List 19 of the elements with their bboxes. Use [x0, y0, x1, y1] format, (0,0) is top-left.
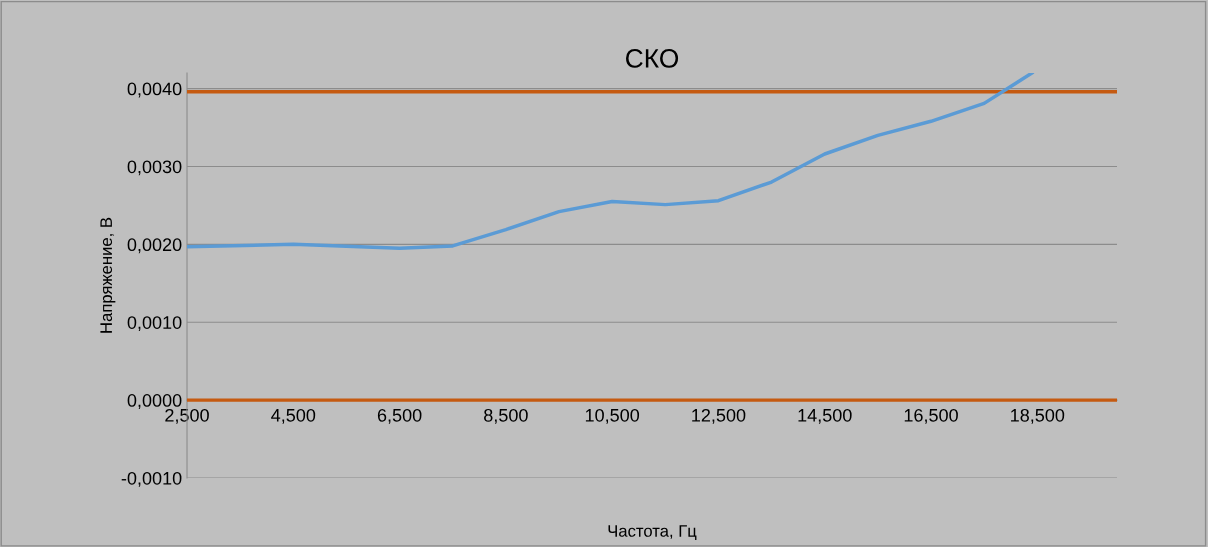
y-tick-label: 0,0010	[127, 316, 182, 332]
x-tick-label: 4,500	[271, 408, 316, 424]
y-tick-label: 0,0020	[127, 238, 182, 254]
y-axis-title: Напряжение, В	[100, 217, 116, 333]
chart-title: СКО	[626, 49, 679, 68]
x-tick-label: 18,500	[1011, 408, 1065, 424]
x-tick-label: 12,500	[692, 408, 746, 424]
y-tick-label: 0,0000	[127, 394, 182, 409]
x-tick-label: 14,500	[798, 408, 852, 424]
line-series	[187, 73, 1034, 250]
x-tick-label: 16,500	[904, 408, 958, 424]
x-tick-label: 10,500	[585, 408, 640, 424]
y-tick-label: 0,0040	[127, 82, 182, 98]
x-tick-label: 6,500	[377, 408, 422, 424]
x-tick-label: 2,500	[165, 408, 209, 424]
x-axis-title: Частота, Гц	[608, 525, 697, 540]
y-tick-label: -0,0010	[121, 471, 182, 487]
y-tick-label: 0,0030	[127, 160, 182, 176]
x-tick-label: 8,500	[484, 408, 528, 424]
